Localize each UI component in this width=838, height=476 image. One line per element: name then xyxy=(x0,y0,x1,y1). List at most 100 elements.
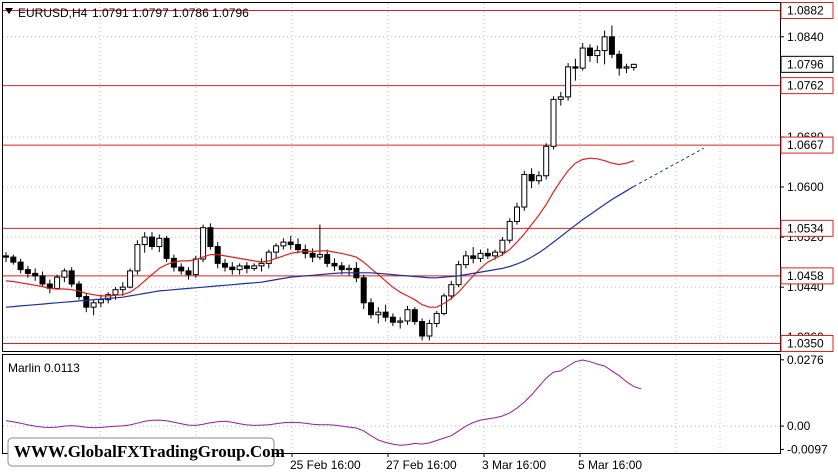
level-badge xyxy=(780,77,834,95)
level-label: 1.0458 xyxy=(787,269,824,283)
candle-body xyxy=(579,47,586,69)
candle xyxy=(163,235,170,263)
candle xyxy=(280,238,287,250)
chevron-down-icon[interactable] xyxy=(5,8,13,14)
candle xyxy=(419,318,426,341)
candle-body xyxy=(112,289,119,296)
candle xyxy=(287,235,294,250)
candle xyxy=(630,63,637,71)
candle-body xyxy=(105,294,112,301)
indicator-title: Marlin 0.0113 xyxy=(8,361,80,375)
candle xyxy=(550,96,557,150)
candle xyxy=(32,268,39,281)
candle-body xyxy=(207,227,214,247)
candle xyxy=(3,252,9,263)
candle xyxy=(54,274,61,290)
candle xyxy=(557,91,564,106)
candle xyxy=(141,232,148,253)
candle-body xyxy=(134,244,141,272)
candle-body xyxy=(280,241,287,247)
candle xyxy=(433,310,440,328)
candle xyxy=(448,280,455,300)
candle xyxy=(17,258,24,274)
candle xyxy=(251,263,258,271)
candle-body xyxy=(550,98,557,147)
candle xyxy=(594,45,601,64)
candle xyxy=(601,30,608,65)
candle-body xyxy=(10,256,17,263)
candle-body xyxy=(331,262,338,267)
candle-body xyxy=(601,36,608,52)
slow-ma-line xyxy=(5,185,635,308)
candle-body xyxy=(243,265,250,269)
candle xyxy=(229,262,236,275)
candle-body xyxy=(97,299,104,304)
candle xyxy=(397,317,404,329)
candle-body xyxy=(229,266,236,271)
candle-body xyxy=(492,251,499,257)
candle-body xyxy=(83,296,90,308)
price-panel-border xyxy=(2,2,781,352)
level-badge xyxy=(780,136,834,154)
candle-body xyxy=(630,63,637,68)
candle xyxy=(382,304,389,322)
candle xyxy=(389,313,396,326)
candle-body xyxy=(389,316,396,323)
level-label: 1.0882 xyxy=(787,4,824,18)
candle-body xyxy=(543,145,550,177)
indicator-axis: 0.0276 0.00 -0.0097 xyxy=(780,353,828,456)
candle-body xyxy=(455,264,462,286)
candle-body xyxy=(462,255,469,266)
symbol-label: EURUSD,H4 xyxy=(18,6,88,20)
candle-body xyxy=(156,237,163,247)
price-tick-label: 1.0840 xyxy=(787,30,824,44)
candle-body xyxy=(258,262,265,267)
current-price-label: 1.0796 xyxy=(787,57,824,71)
candle-body xyxy=(39,275,46,285)
time-tick-label: 3 Mar 16:00 xyxy=(482,458,546,472)
candle xyxy=(178,263,185,275)
candle xyxy=(134,240,141,275)
candle-body xyxy=(149,236,155,247)
candle-body xyxy=(565,66,572,98)
candle-body xyxy=(514,206,520,222)
candle-body xyxy=(433,312,440,324)
candle xyxy=(273,243,280,259)
level-label: 1.0667 xyxy=(787,138,824,152)
candle xyxy=(331,258,338,271)
candle-body xyxy=(506,220,513,241)
candle xyxy=(24,265,31,278)
candle-body xyxy=(587,47,593,57)
candle-body xyxy=(324,254,331,264)
current-price-badge: 1.0796 xyxy=(780,55,834,73)
candle-body xyxy=(119,286,126,291)
indicator-tick-label: 0.0276 xyxy=(787,353,824,367)
candle-body xyxy=(572,66,579,69)
candles[interactable] xyxy=(3,25,637,341)
level-label: 1.0534 xyxy=(787,221,824,235)
candle-body xyxy=(309,252,316,258)
candle xyxy=(572,58,579,81)
candle xyxy=(484,248,491,259)
price-tick-label: 1.0600 xyxy=(787,180,824,194)
time-tick-label: 5 Mar 16:00 xyxy=(578,458,642,472)
level-badge xyxy=(780,334,834,352)
level-badge xyxy=(780,267,834,285)
candle xyxy=(587,44,593,62)
candle-body xyxy=(54,276,61,289)
candle xyxy=(68,267,75,288)
candle xyxy=(90,299,97,316)
candle xyxy=(426,319,433,341)
candle xyxy=(565,63,572,101)
candle xyxy=(528,168,535,189)
candle-body xyxy=(346,267,353,271)
candle xyxy=(470,247,477,264)
candle-body xyxy=(192,258,199,276)
candle xyxy=(61,268,68,283)
candle xyxy=(623,63,630,74)
candle xyxy=(375,307,382,324)
indicator-tick-label: -0.0097 xyxy=(787,442,828,456)
candle xyxy=(514,202,520,225)
candle-body xyxy=(163,237,170,259)
